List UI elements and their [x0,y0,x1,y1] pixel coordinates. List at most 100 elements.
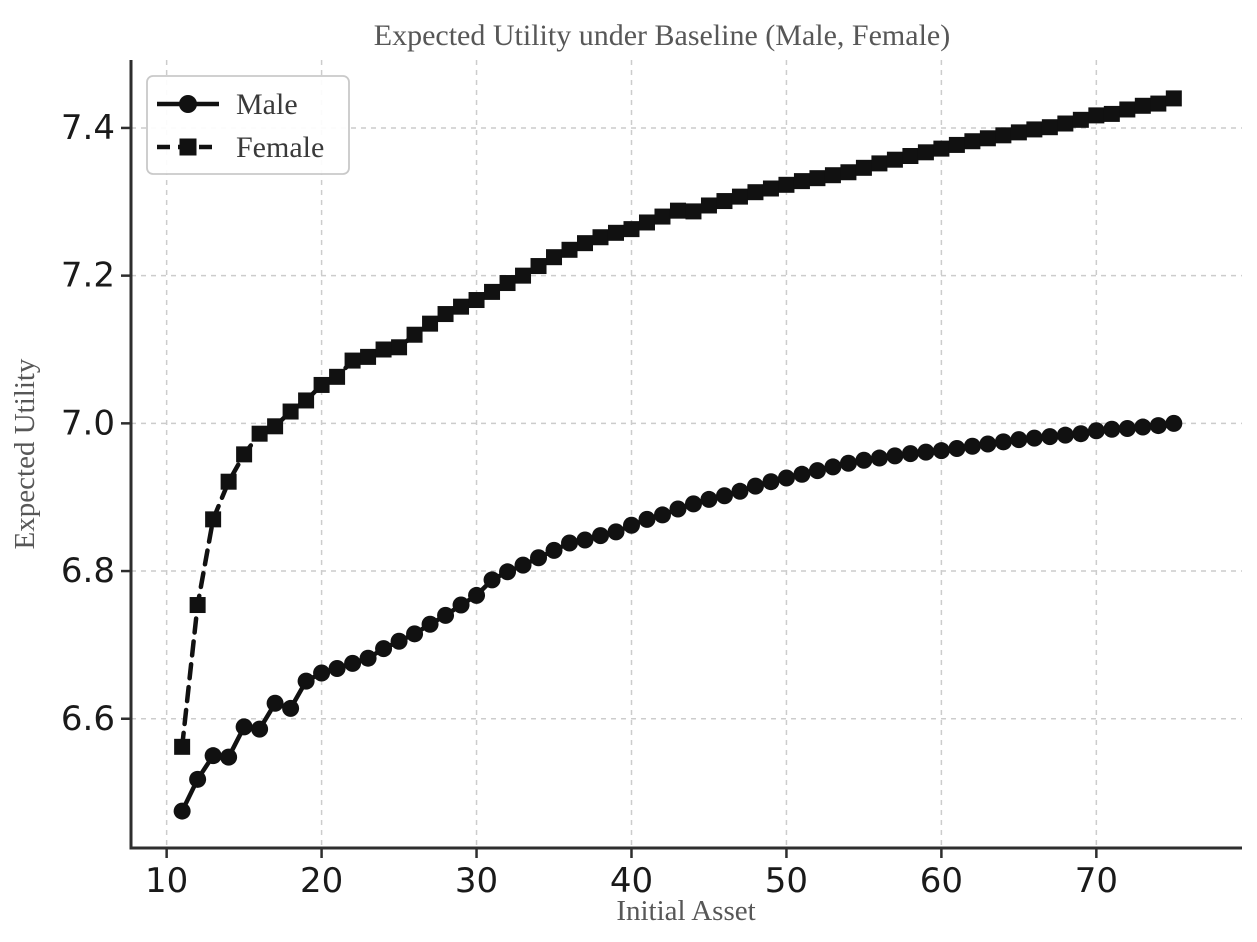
female-data-point [824,167,841,184]
female-data-point [1010,124,1027,141]
male-data-point [1118,420,1136,438]
male-data-point [406,625,424,643]
male-data-point [251,720,269,738]
female-data-point [654,208,671,225]
y-tick-label: 7.0 [61,403,115,443]
female-data-point [964,133,981,150]
male-data-point [684,495,702,513]
male-data-point [375,640,393,658]
male-data-point [545,541,563,559]
male-data-point [994,433,1012,451]
female-data-point [484,283,501,300]
female-data-point [1088,107,1105,124]
male-data-point [1103,420,1121,438]
female-data-point [1150,95,1167,112]
female-data-point [747,184,764,201]
axes-spines [129,60,1242,850]
male-data-point [514,556,532,574]
male-data-point [282,699,300,717]
male-data-point [638,510,656,528]
legend-male-marker [179,95,197,113]
y-tick-label: 6.6 [61,699,115,739]
male-data-point [622,516,640,534]
male-data-point [715,487,733,505]
female-data-point [902,148,919,165]
female-data-point [391,339,408,356]
y-tick-label: 7.2 [61,256,115,296]
male-data-point [1072,425,1090,443]
female-data-point [251,425,268,442]
x-tick-label: 20 [300,861,343,901]
female-data-point [700,197,717,214]
female-data-point [236,446,253,463]
female-data-point [205,511,222,528]
male-data-point [344,654,362,672]
male-data-point [808,462,826,480]
female-data-point [948,136,965,153]
male-data-point [421,615,439,633]
chart-title: Expected Utility under Baseline (Male, F… [374,19,950,52]
male-data-point [653,506,671,524]
female-data-point [1119,101,1136,118]
x-axis-label: Initial Asset [616,895,755,927]
male-markers [173,414,1183,820]
female-data-point [716,193,733,210]
male-data-point [839,454,857,472]
female-data-point [422,315,439,332]
female-data-point [607,224,624,241]
male-data-point [777,469,795,487]
female-data-point [762,180,779,197]
y-tick-label: 7.4 [61,108,115,148]
grid-layer [131,60,1242,848]
female-data-point [298,392,315,409]
female-data-point [979,130,996,147]
male-data-point [917,443,935,461]
male-data-point [266,694,284,712]
female-data-point [1072,111,1089,128]
female-data-point [267,418,284,435]
female-data-point [995,127,1012,144]
male-data-point [1025,429,1043,447]
male-data-point [932,442,950,460]
male-data-point [499,563,517,581]
male-data-point [1041,428,1059,446]
male-data-point [483,571,501,589]
female-data-point [282,403,299,420]
male-data-point [762,473,780,491]
male-data-point [1056,426,1074,444]
male-data-point [1134,418,1152,436]
female-data-point [546,249,563,266]
female-data-point [793,173,810,190]
x-tick-label: 70 [1075,861,1118,901]
male-data-point [731,482,749,500]
female-data-point [1134,97,1151,114]
male-data-point [1149,417,1167,435]
male-data-point [700,490,718,508]
female-data-point [515,267,532,284]
legend-female-marker [179,138,197,156]
female-data-point [1057,115,1074,132]
male-data-point [313,664,331,682]
female-data-point [220,473,237,490]
male-data-point [297,672,315,690]
female-data-point [344,352,361,369]
male-data-point [328,660,346,678]
female-data-point [1165,90,1182,107]
female-data-point [809,170,826,187]
female-line [179,96,1177,750]
female-data-point [638,214,655,231]
legend-male-label: Male [236,88,298,121]
female-data-point [623,221,640,238]
legend-female-label: Female [236,131,324,164]
female-data-point [375,341,392,358]
x-tick-label: 10 [145,861,188,901]
male-data-point [746,477,764,495]
female-data-point [855,159,872,176]
male-data-point [189,770,207,788]
female-data-point [437,306,454,323]
female-data-point [360,348,377,365]
x-tick-label: 40 [610,861,653,901]
female-data-point [685,203,702,220]
x-tick-label: 50 [765,861,808,901]
